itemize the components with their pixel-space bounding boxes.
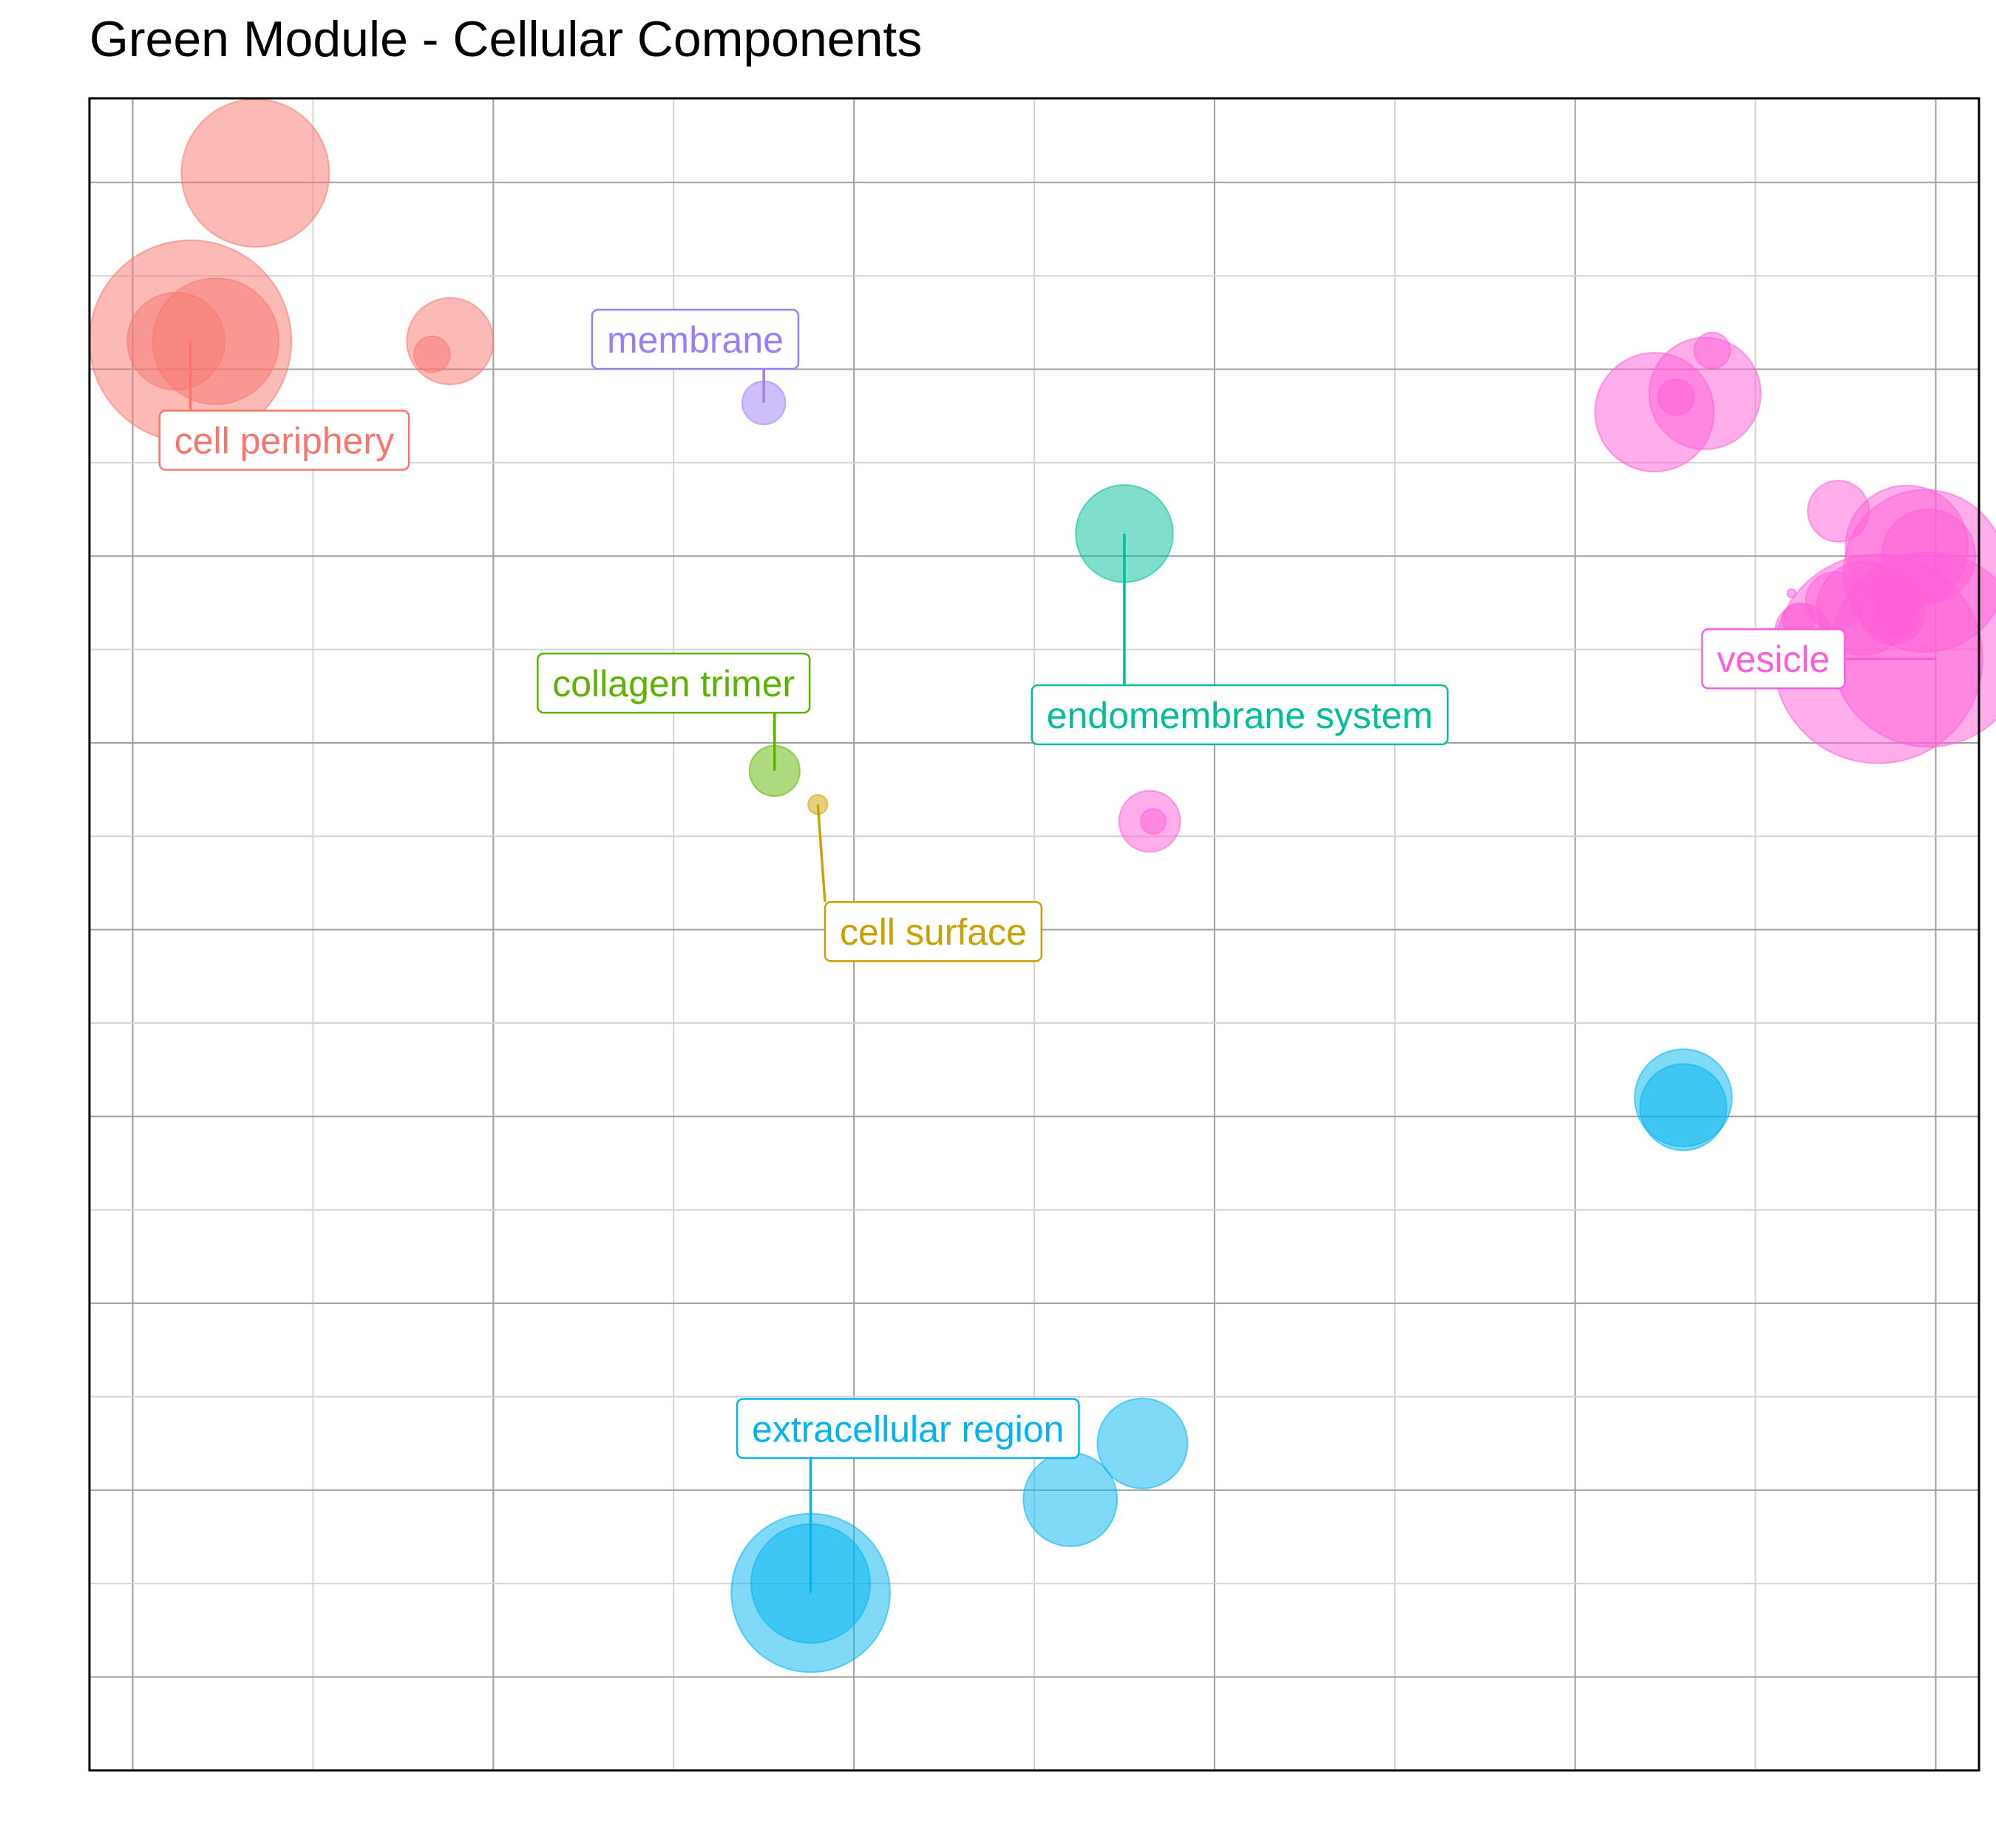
label-cell-surface: cell surface xyxy=(824,900,1043,962)
bubble-vesicle[interactable] xyxy=(1139,808,1167,835)
plot-frame xyxy=(88,97,1980,1772)
label-text: cell surface xyxy=(840,911,1027,953)
bubble-vesicle[interactable] xyxy=(1873,593,1919,639)
bubble-vesicle[interactable] xyxy=(1786,588,1797,599)
label-connectors xyxy=(189,341,1936,1593)
label-text: collagen trimer xyxy=(552,663,795,704)
label-box xyxy=(1701,628,1846,690)
label-text: vesicle xyxy=(1717,639,1830,680)
label-cell-periphery: cell periphery xyxy=(158,410,410,471)
bubble-vesicle[interactable] xyxy=(1657,378,1695,416)
label-box xyxy=(1031,684,1449,746)
label-membrane: membrane xyxy=(591,308,800,370)
bubble-cell-periphery[interactable] xyxy=(126,291,225,391)
label-box xyxy=(591,308,800,370)
group-labels: cell periphery membrane collagen trimer end… xyxy=(158,308,1846,1459)
bubbles xyxy=(88,98,1996,1674)
label-endomembrane-system: endomembrane system xyxy=(1031,684,1449,746)
label-collagen-trimer: collagen trimer xyxy=(537,652,811,714)
connector-cell-surface xyxy=(816,804,826,903)
bubble-cell-periphery[interactable] xyxy=(180,98,330,248)
label-text: endomembrane system xyxy=(1047,695,1433,736)
label-vesicle: vesicle xyxy=(1701,628,1846,690)
label-box xyxy=(736,1398,1080,1459)
chart-title: Green Module - Cellular Components xyxy=(89,11,923,67)
bubble-extracellular-region[interactable] xyxy=(1639,1063,1728,1152)
label-box xyxy=(158,410,410,471)
label-box xyxy=(537,652,811,714)
label-text: membrane xyxy=(607,319,784,361)
bubble-vesicle[interactable] xyxy=(1693,331,1731,370)
label-text: cell periphery xyxy=(174,421,394,462)
label-text: extracellular region xyxy=(752,1408,1064,1450)
bubble-extracellular-region[interactable] xyxy=(1096,1397,1189,1489)
bubble-vesicle[interactable] xyxy=(1881,508,1977,604)
bubble-cell-periphery[interactable] xyxy=(413,335,451,373)
label-box xyxy=(824,900,1043,962)
bubble-vesicle[interactable] xyxy=(1807,480,1870,543)
label-extracellular-region: extracellular region xyxy=(736,1398,1080,1459)
